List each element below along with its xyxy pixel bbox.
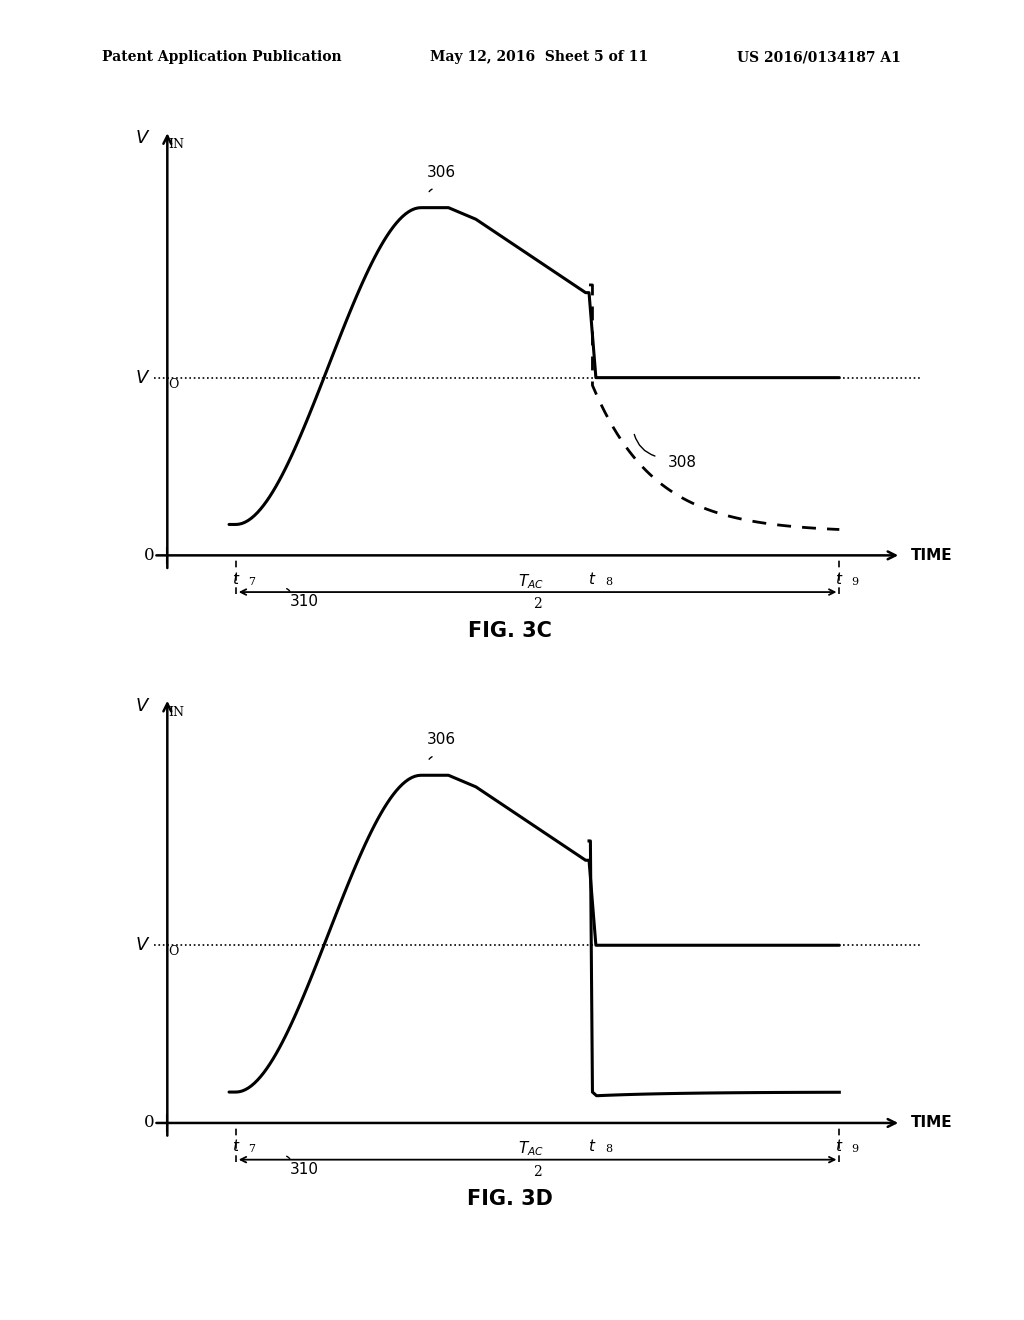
Text: IN: IN	[169, 706, 184, 718]
Text: $V$: $V$	[135, 936, 151, 954]
Text: $t$: $t$	[231, 570, 240, 587]
Text: $V$: $V$	[135, 697, 151, 714]
Text: $t$: $t$	[231, 1138, 240, 1155]
Text: 310: 310	[290, 594, 318, 609]
Text: TIME: TIME	[911, 548, 953, 562]
Text: IN: IN	[169, 139, 184, 150]
Text: FIG. 3D: FIG. 3D	[467, 1188, 553, 1209]
Text: O: O	[169, 945, 179, 958]
Text: 0: 0	[144, 1114, 155, 1131]
Text: FIG. 3C: FIG. 3C	[468, 620, 552, 642]
Text: 306: 306	[427, 165, 456, 180]
Text: $T_{AC}$: $T_{AC}$	[518, 1139, 544, 1158]
Text: $t$: $t$	[836, 1138, 844, 1155]
Text: 8: 8	[605, 1144, 612, 1154]
Text: TIME: TIME	[911, 1115, 953, 1130]
Text: $V$: $V$	[135, 368, 151, 387]
Text: May 12, 2016  Sheet 5 of 11: May 12, 2016 Sheet 5 of 11	[430, 50, 648, 65]
Text: $t$: $t$	[588, 1138, 597, 1155]
Text: $V$: $V$	[135, 129, 151, 147]
Text: 308: 308	[668, 454, 697, 470]
Text: $t$: $t$	[588, 570, 597, 587]
Text: 7: 7	[248, 577, 255, 586]
Text: 2: 2	[534, 1164, 542, 1179]
Text: 7: 7	[248, 1144, 255, 1154]
Text: 8: 8	[605, 577, 612, 586]
Text: 310: 310	[290, 1162, 318, 1176]
Text: 9: 9	[852, 577, 859, 586]
Text: 306: 306	[427, 733, 456, 747]
Text: 9: 9	[852, 1144, 859, 1154]
Text: Patent Application Publication: Patent Application Publication	[102, 50, 342, 65]
Text: O: O	[169, 378, 179, 391]
Text: $t$: $t$	[836, 570, 844, 587]
Text: $T_{AC}$: $T_{AC}$	[518, 572, 544, 590]
Text: 0: 0	[144, 546, 155, 564]
Text: 2: 2	[534, 597, 542, 611]
Text: US 2016/0134187 A1: US 2016/0134187 A1	[737, 50, 901, 65]
